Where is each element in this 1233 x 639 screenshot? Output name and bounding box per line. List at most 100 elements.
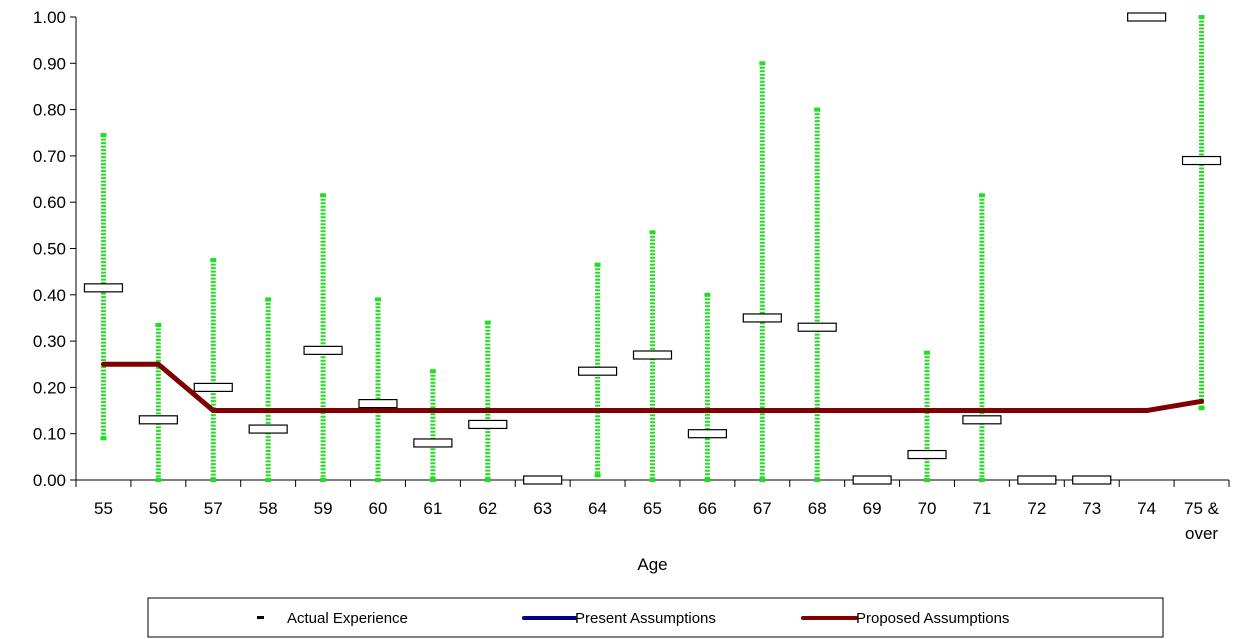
actual-experience-marker bbox=[468, 419, 508, 430]
range-cap-high bbox=[814, 107, 821, 112]
range-cap-low bbox=[155, 478, 162, 482]
actual-experience-series bbox=[83, 12, 1222, 485]
x-tick-label: 63 bbox=[533, 499, 552, 518]
legend-label-present-assumptions: Present Assumptions bbox=[575, 610, 716, 627]
range-cap-high bbox=[484, 320, 491, 325]
range-cap-low bbox=[704, 478, 711, 482]
range-cap-low bbox=[210, 478, 217, 482]
x-tick-label: 70 bbox=[918, 499, 937, 518]
range-cap-high bbox=[429, 369, 436, 374]
x-tick-label: 72 bbox=[1027, 499, 1046, 518]
range-cap-low bbox=[484, 478, 491, 482]
y-tick-label: 0.20 bbox=[33, 378, 66, 397]
range-cap-high bbox=[1198, 15, 1205, 19]
x-tick-label: 73 bbox=[1082, 499, 1101, 518]
x-axis-title: Age bbox=[637, 555, 667, 574]
range-cap-high bbox=[210, 258, 217, 263]
range-cap-low bbox=[759, 478, 766, 482]
range-cap-high bbox=[320, 193, 327, 198]
actual-experience-marker bbox=[742, 313, 782, 323]
x-tick-label: 57 bbox=[204, 499, 223, 518]
proposed-assumptions-series bbox=[100, 361, 1205, 414]
range-cap-low bbox=[924, 478, 931, 482]
range-cap-low bbox=[1198, 406, 1205, 411]
x-tick-label: 61 bbox=[423, 499, 442, 518]
x-tick-label: 71 bbox=[972, 499, 991, 518]
actual-experience-marker bbox=[632, 350, 673, 360]
x-tick-label: 55 bbox=[94, 499, 113, 518]
x-tick-label: 67 bbox=[753, 499, 772, 518]
actual-experience-marker bbox=[83, 283, 124, 293]
range-cap-high bbox=[594, 262, 601, 267]
actual-experience-marker bbox=[962, 415, 1002, 425]
range-cap-low bbox=[429, 478, 436, 482]
y-tick-label: 0.70 bbox=[33, 147, 66, 166]
actual-experience-marker bbox=[523, 475, 563, 485]
x-tick-label: 62 bbox=[478, 499, 497, 518]
actual-experience-marker bbox=[193, 382, 233, 392]
range-cap-low bbox=[265, 478, 272, 482]
legend-label-proposed-assumptions: Proposed Assumptions bbox=[856, 610, 1009, 627]
range-cap-low bbox=[814, 478, 821, 482]
range-cap-low bbox=[594, 473, 601, 478]
x-tick-label: 66 bbox=[698, 499, 717, 518]
y-tick-label: 0.10 bbox=[33, 425, 66, 444]
proposed-assumptions-line bbox=[100, 361, 1205, 414]
range-cap-high bbox=[978, 193, 985, 198]
range-cap-high bbox=[155, 322, 162, 327]
legend-label-actual-experience: Actual Experience bbox=[287, 610, 408, 627]
actual-experience-marker bbox=[687, 429, 728, 439]
range-cap-low bbox=[320, 478, 327, 482]
legend-swatch-actual-experience bbox=[257, 616, 264, 619]
range-cap-high bbox=[759, 61, 766, 66]
actual-experience-marker bbox=[1017, 475, 1057, 485]
actual-experience-marker bbox=[413, 438, 453, 448]
range-cap-high bbox=[924, 350, 931, 355]
x-tick-label: over bbox=[1185, 524, 1218, 543]
actual-experience-marker bbox=[248, 424, 288, 434]
x-tick-labels: 55 56 57 58 59 60 61 62 63 64 65 66 67 68 69 70 71 72 73 74… bbox=[94, 499, 1220, 543]
y-tick-label: 0.50 bbox=[33, 240, 66, 259]
x-tick-label: 59 bbox=[314, 499, 333, 518]
x-tick-label: 56 bbox=[149, 499, 168, 518]
actual-experience-marker bbox=[852, 475, 892, 485]
axes bbox=[70, 16, 1230, 487]
actual-experience-marker bbox=[138, 415, 178, 425]
y-tick-labels: 0.00 0.10 0.20 0.30 0.40 0.50 0.60 0.70 0.80 0.90… bbox=[33, 8, 66, 490]
range-cap-high bbox=[265, 297, 272, 302]
x-tick-label: 58 bbox=[259, 499, 278, 518]
y-tick-label: 0.60 bbox=[33, 193, 66, 212]
range-cap-high bbox=[374, 297, 381, 302]
range-cap-high bbox=[704, 292, 711, 297]
x-tick-label: 64 bbox=[588, 499, 607, 518]
actual-experience-marker bbox=[1127, 12, 1167, 22]
y-tick-label: 0.00 bbox=[33, 471, 66, 490]
y-tick-label: 0.80 bbox=[33, 101, 66, 120]
x-tick-label: 75 & bbox=[1184, 499, 1220, 518]
actual-experience-marker bbox=[797, 322, 837, 332]
x-tick-label: 69 bbox=[863, 499, 882, 518]
x-tick-label: 65 bbox=[643, 499, 662, 518]
range-cap-high bbox=[649, 230, 656, 235]
y-tick-label: 0.40 bbox=[33, 286, 66, 305]
actual-experience-marker bbox=[303, 345, 343, 355]
range-cap-high bbox=[100, 133, 107, 138]
actual-experience-marker bbox=[358, 399, 398, 409]
range-cap-low bbox=[374, 478, 381, 482]
actual-experience-marker bbox=[907, 449, 947, 460]
y-tick-label: 0.90 bbox=[33, 54, 66, 73]
range-cap-low bbox=[978, 478, 985, 482]
range-cap-low bbox=[649, 478, 656, 482]
actual-experience-marker bbox=[1072, 475, 1112, 485]
actual-experience-marker bbox=[1181, 155, 1222, 166]
range-cap-low bbox=[100, 436, 107, 441]
y-tick-label: 1.00 bbox=[33, 8, 66, 27]
legend-box bbox=[147, 597, 1164, 638]
y-tick-label: 0.30 bbox=[33, 332, 66, 351]
x-tick-label: 74 bbox=[1137, 499, 1156, 518]
x-tick-label: 60 bbox=[369, 499, 388, 518]
x-tick-label: 68 bbox=[808, 499, 827, 518]
actual-experience-marker bbox=[577, 366, 618, 376]
legend: Actual Experience Present Assumptions Pr… bbox=[147, 597, 1164, 638]
